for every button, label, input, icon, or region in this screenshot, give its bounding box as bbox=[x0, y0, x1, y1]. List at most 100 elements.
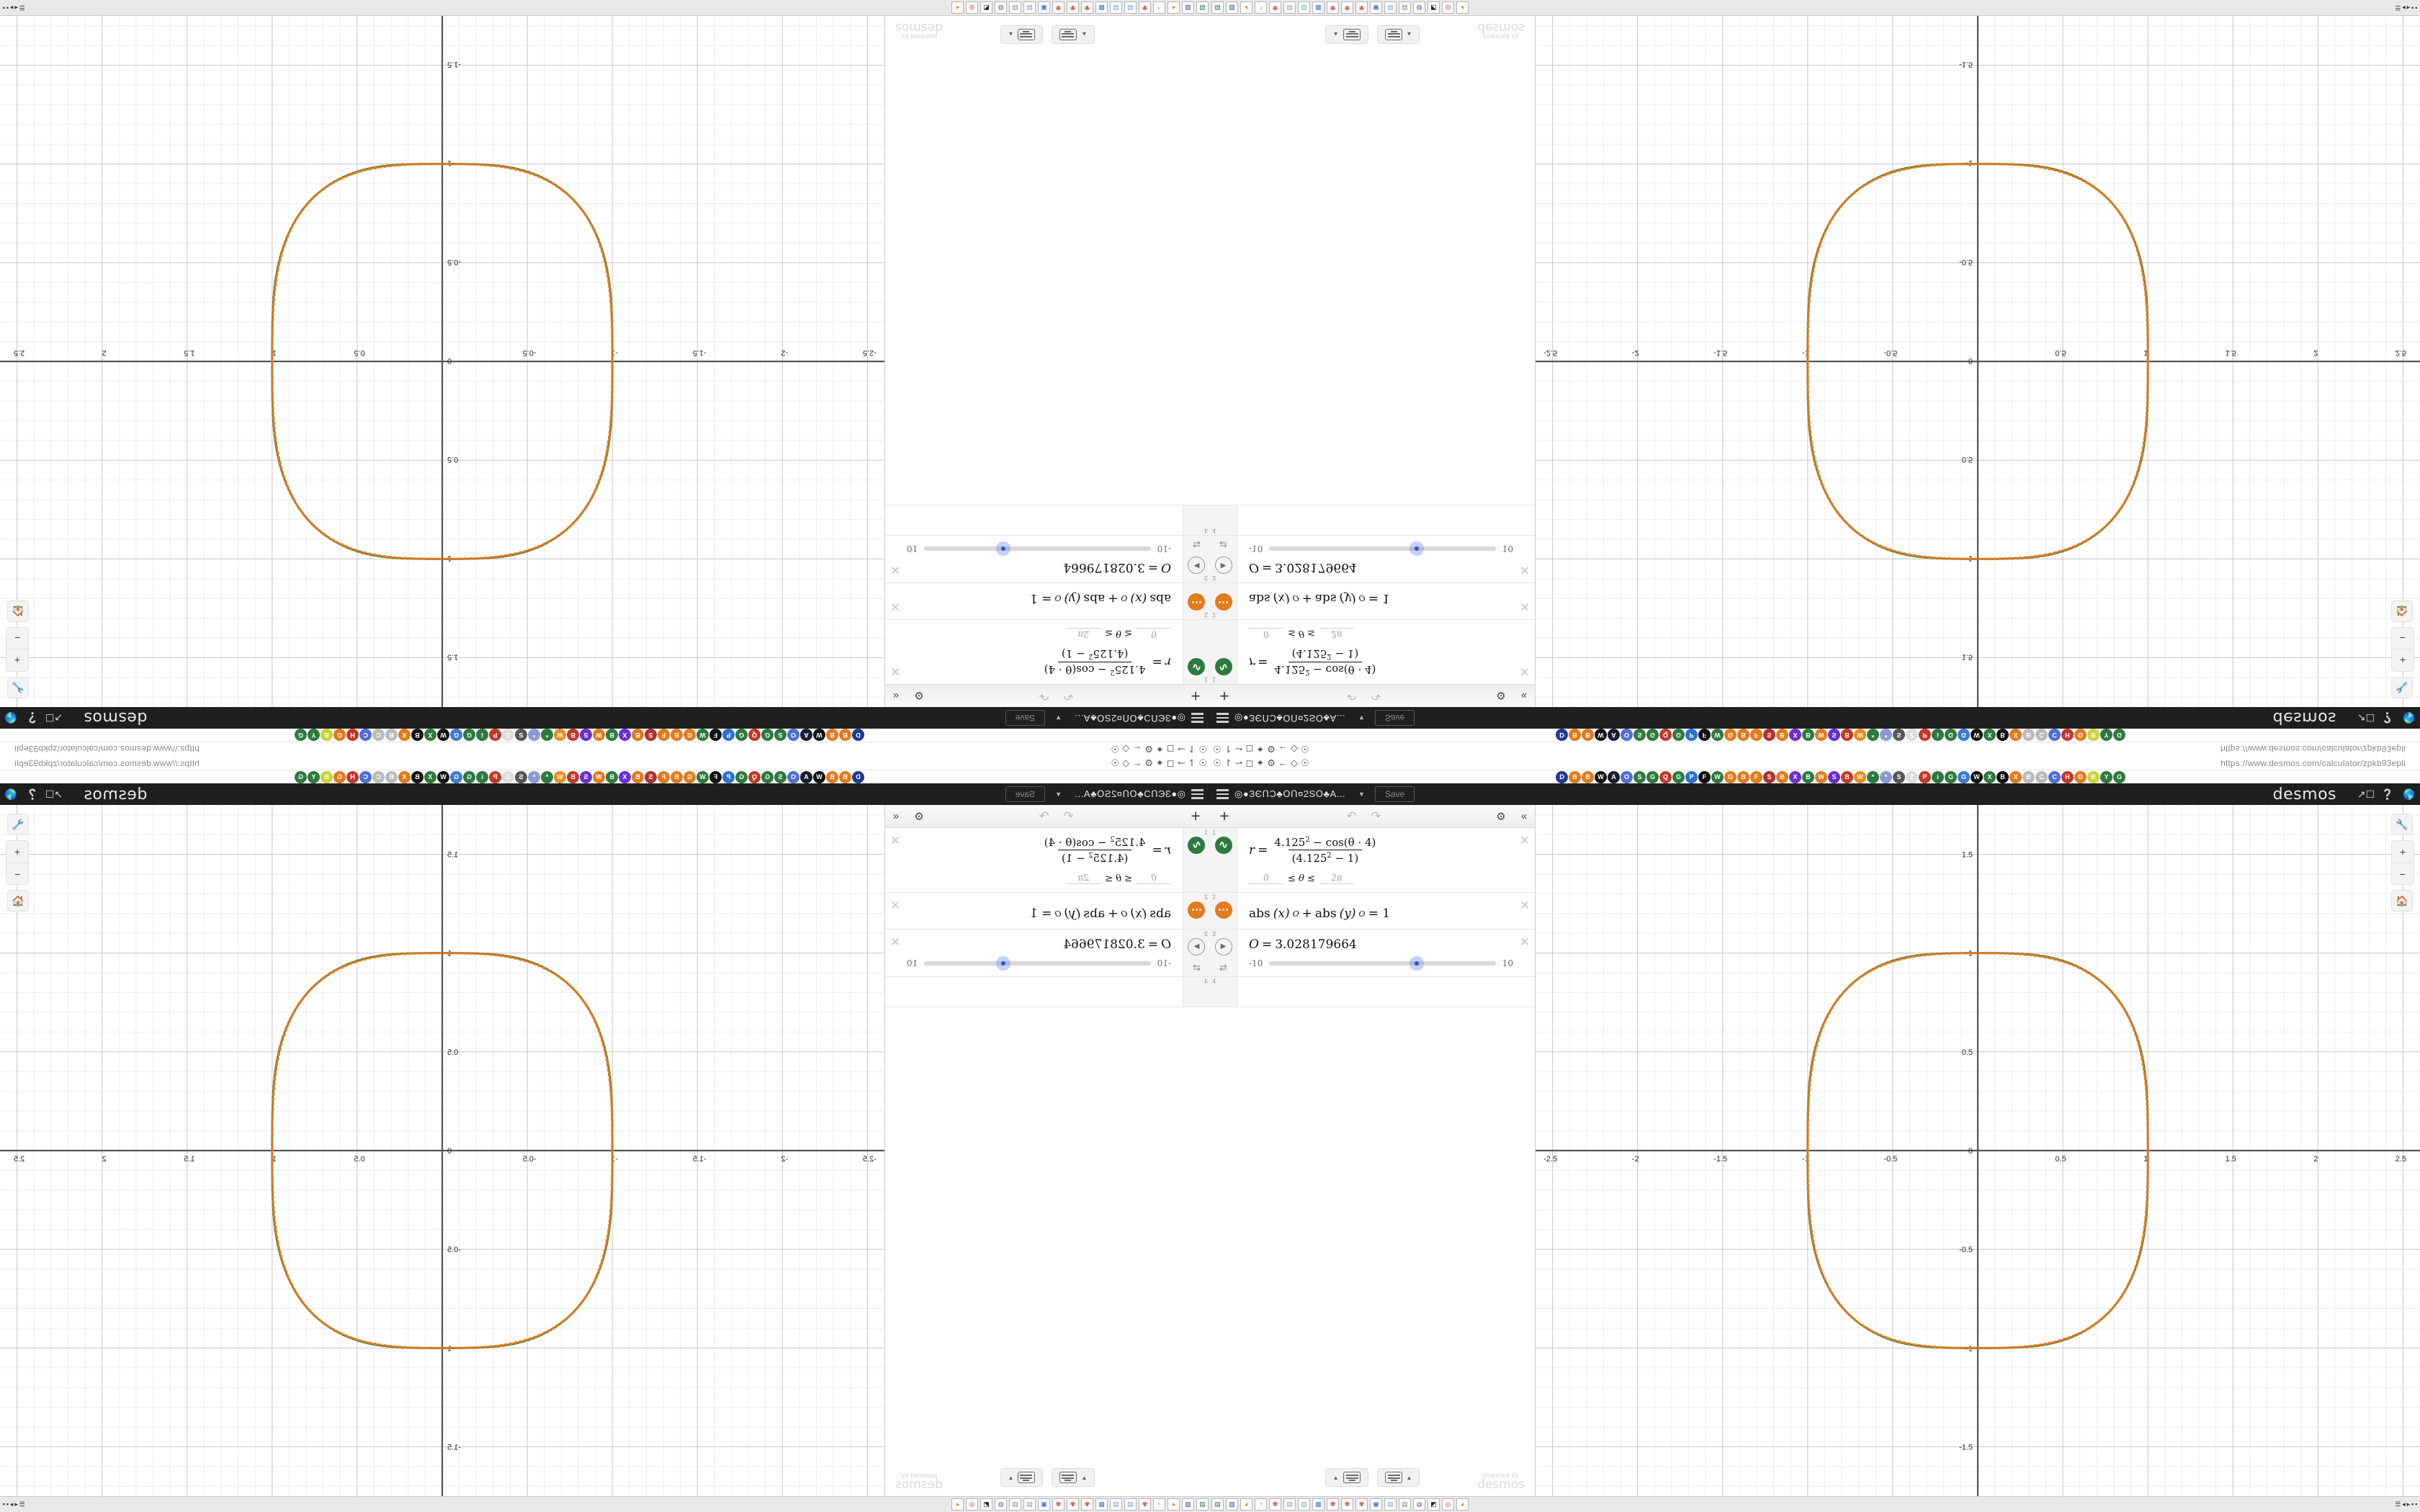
bookmark-favicon[interactable]: B bbox=[567, 729, 579, 742]
bookmark-favicon[interactable]: O bbox=[787, 770, 799, 783]
bookmark-favicon[interactable]: B bbox=[1776, 770, 1788, 783]
play-icon[interactable]: ▶ bbox=[1214, 938, 1232, 955]
keyboard-icon[interactable] bbox=[1059, 1472, 1077, 1483]
close-x-icon[interactable]: ✕ bbox=[890, 562, 901, 577]
red-target-icon[interactable]: ◎ bbox=[1442, 1, 1454, 14]
bookmark-favicon[interactable]: G bbox=[2113, 729, 2125, 742]
zoom-out-button[interactable]: − bbox=[6, 628, 28, 649]
bookmark-favicon[interactable]: G bbox=[1958, 770, 1970, 783]
bookmark-favicon[interactable]: G bbox=[761, 729, 774, 742]
graph-controls[interactable]: 🔧 + − 🏠 bbox=[2391, 600, 2414, 698]
bookmark-favicon[interactable]: B bbox=[1802, 770, 1814, 783]
keyboard-icon[interactable] bbox=[1384, 1472, 1402, 1483]
bookmark-favicon[interactable]: B bbox=[385, 729, 398, 742]
bookmark-favicon[interactable]: B bbox=[1841, 729, 1853, 742]
bookmark-favicon[interactable]: X bbox=[424, 770, 436, 783]
blender-icon[interactable]: ◔ bbox=[1153, 1498, 1165, 1511]
globe-icon[interactable]: 🌎 bbox=[2403, 788, 2416, 800]
expression-content-1[interactable]: r = 4.1252 − cos(θ · 4) (4.1252 bbox=[1237, 828, 1535, 892]
bookmark-favicon[interactable]: G bbox=[450, 770, 462, 783]
expression-row-1[interactable]: 1 ∿ r = 4.1252 − bbox=[885, 619, 1210, 684]
bookmark-favicon[interactable]: G bbox=[735, 770, 748, 783]
bookmark-favicon[interactable]: W bbox=[1815, 729, 1827, 742]
undo-icon[interactable]: ↶ bbox=[1346, 689, 1357, 703]
play-icon[interactable]: ▶ bbox=[1214, 557, 1232, 574]
os-taskbar[interactable]: ▤ ▥ ◕ ◔ ✾ ▤ ▤ ▦ ✾ ✾ ✾ ▣ ▤ ▤ ◍ ◩ ◎ ◕ ☰ ◂ ▸ ▪ ▪ bbox=[1210, 1496, 2420, 1512]
notepad-icon[interactable]: ▤ bbox=[1283, 1498, 1296, 1511]
notepad-icon[interactable]: ▤ bbox=[1124, 1, 1137, 14]
keyboard-toggle-button-left[interactable]: ▲ bbox=[1052, 1468, 1095, 1487]
expression-content-4[interactable] bbox=[1237, 505, 1535, 535]
firefox-icon[interactable]: ◕ bbox=[1456, 1, 1469, 14]
back-arc-icon[interactable]: ↾ bbox=[1224, 744, 1232, 755]
bookmark-favicon[interactable]: B bbox=[671, 770, 683, 783]
contacts-icon[interactable]: ▣ bbox=[1038, 1, 1050, 14]
slider-value[interactable]: 3.028179664 bbox=[1275, 560, 1357, 575]
bookmark-favicon[interactable]: B bbox=[411, 770, 424, 783]
bookmark-favicon[interactable]: B bbox=[1737, 729, 1749, 742]
close-x-icon[interactable]: ✕ bbox=[1519, 935, 1530, 950]
taskbar-tray[interactable]: ☰ ◂ ▸ ▪ ▪ bbox=[2395, 4, 2417, 12]
bookmark-favicon[interactable]: C bbox=[2035, 729, 2048, 742]
polar-curve-icon[interactable]: ∿ bbox=[1188, 658, 1206, 675]
slider-max-label[interactable]: 10 bbox=[907, 544, 918, 554]
browser-nav-icons[interactable]: ☉ ↾ ⇀ ◻ ✦ ⚙ ← ◇ ☉ bbox=[1213, 742, 1309, 755]
dotted-curve-icon[interactable]: ⋯ bbox=[1214, 593, 1232, 611]
slider-control[interactable]: -10 10 bbox=[1249, 956, 1513, 971]
folder-icon[interactable]: ◻ bbox=[1166, 757, 1175, 768]
bookmark-favicon[interactable]: X bbox=[619, 729, 631, 742]
bookmark-favicon[interactable]: B bbox=[606, 729, 618, 742]
purple-bird-icon[interactable]: ◍ bbox=[995, 1, 1007, 14]
zoom-out-button[interactable]: − bbox=[2392, 863, 2414, 884]
graph-title[interactable]: ◎●ЗЄՈƆ♣ՕՈ¤2ЅՕ♣А... bbox=[1234, 788, 1345, 799]
forward-arc-icon[interactable]: ⇀ bbox=[1177, 757, 1186, 768]
close-x-icon[interactable]: ✕ bbox=[1519, 899, 1530, 913]
close-x-icon[interactable]: ✕ bbox=[890, 834, 901, 848]
bookmark-favicon[interactable]: W bbox=[696, 770, 709, 783]
graph-canvas[interactable]: -2.5 -2 -1.5 -1 -0.5 0.5 1 1.5 2 2.5 1.5 1 0.5 0 -0.5-… bbox=[1536, 16, 2420, 707]
graph-title[interactable]: ◎●ЗЄՈƆ♣ՕՈ¤2ЅՕ♣А... bbox=[1075, 713, 1186, 724]
zoom-button-group[interactable]: + − bbox=[6, 840, 29, 885]
taskbar-tray[interactable]: ☰ ◂ ▸ ▪ ▪ bbox=[3, 1500, 25, 1508]
expression-content-4[interactable] bbox=[885, 977, 1183, 1007]
keyboard-toggle-button-left[interactable]: ▲ bbox=[1052, 25, 1095, 44]
bookmark-favicon[interactable]: G bbox=[1672, 729, 1685, 742]
bookmark-favicon[interactable]: A bbox=[1608, 770, 1620, 783]
expression-content-3[interactable]: O = 3.028179664 -10 10 bbox=[885, 930, 1183, 976]
bookmark-favicon[interactable]: D bbox=[852, 729, 864, 742]
bookmark-favicon[interactable]: S bbox=[774, 770, 786, 783]
expression-row-4-empty[interactable]: 4 bbox=[1210, 977, 1535, 1007]
polar-curve-icon[interactable]: ∿ bbox=[1188, 837, 1206, 854]
settings-gear-icon[interactable]: ✾ bbox=[1327, 1, 1339, 14]
browser-nav-icons[interactable]: ☉ ↾ ⇀ ◻ ✦ ⚙ ← ◇ ☉ bbox=[1111, 757, 1207, 770]
settings-gear-icon[interactable]: ✾ bbox=[1269, 1, 1281, 14]
purple-bird-icon[interactable]: ◍ bbox=[1413, 1498, 1425, 1511]
bookmark-favicon[interactable]: D bbox=[1556, 770, 1568, 783]
floppy-save-icon[interactable]: ▥ bbox=[1182, 1, 1194, 14]
bookmark-favicon[interactable]: G bbox=[684, 729, 696, 742]
bookmark-favicon[interactable]: C bbox=[359, 770, 372, 783]
swap-arrows-icon[interactable]: ⇄ bbox=[1193, 539, 1201, 550]
bookmark-favicon[interactable]: S bbox=[515, 770, 527, 783]
settings-gear-icon[interactable]: ✾ bbox=[1081, 1498, 1093, 1511]
caret-up-icon[interactable]: ▲ bbox=[1081, 31, 1088, 38]
settings-gear-icon[interactable]: ✾ bbox=[1355, 1498, 1368, 1511]
bookmark-favicon[interactable]: A bbox=[800, 770, 812, 783]
graph-controls[interactable]: 🔧 + − 🏠 bbox=[2391, 814, 2414, 912]
shield-icon[interactable]: ◇ bbox=[1290, 757, 1298, 768]
chevron-down-icon[interactable]: ▼ bbox=[1358, 714, 1365, 721]
blender-icon[interactable]: ◔ bbox=[1255, 1, 1267, 14]
bookmark-favicon[interactable]: B bbox=[1582, 770, 1594, 783]
shield-icon[interactable]: ◇ bbox=[1122, 744, 1130, 755]
bookmark-favicon[interactable]: S bbox=[1763, 770, 1775, 783]
domain-min-input[interactable]: 0 bbox=[1137, 628, 1171, 639]
purple-bird-icon[interactable]: ◍ bbox=[1413, 1, 1425, 14]
bookmark-favicon[interactable]: B bbox=[2087, 729, 2099, 742]
globe-icon[interactable]: ☉ bbox=[1198, 744, 1207, 755]
bookmark-favicon[interactable]: B bbox=[321, 729, 333, 742]
slider-min-label[interactable]: -10 bbox=[1157, 958, 1171, 968]
polar-curve-icon[interactable]: ∿ bbox=[1214, 837, 1232, 854]
purple-bird-icon[interactable]: ◍ bbox=[995, 1498, 1007, 1511]
expression-row-2[interactable]: 2 ⋯ abs (x) O + abs (y) O = 1 ✕ bbox=[885, 893, 1210, 930]
wrench-icon[interactable]: 🔧 bbox=[2391, 677, 2413, 698]
